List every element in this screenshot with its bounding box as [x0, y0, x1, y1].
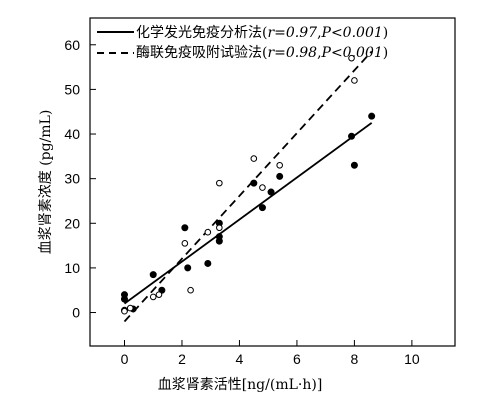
- x-axis-title: 血浆肾素活性[ng/(mL·h)]: [158, 377, 323, 393]
- x-tick-label: 2: [178, 351, 186, 367]
- x-tick-label: 6: [293, 351, 301, 367]
- y-tick-label: 10: [64, 260, 80, 276]
- data-point-series-1: [276, 172, 284, 180]
- y-tick-label: 50: [64, 81, 80, 97]
- data-point-series-2: [204, 228, 212, 236]
- legend: 化学发光免疫分析法(r=0.97,P<0.001) 酶联免疫吸附试验法(r=0.…: [97, 25, 388, 61]
- y-tick-label: 60: [64, 37, 80, 53]
- data-point-series-1: [149, 271, 157, 279]
- data-point-series-2: [155, 291, 163, 298]
- data-point-series-1: [120, 295, 128, 303]
- y-tick-label: 40: [64, 126, 80, 142]
- y-axis-title: 血浆肾素浓度 (pg/mL): [38, 110, 54, 255]
- data-point-series-1: [350, 161, 358, 169]
- data-point-series-1: [215, 237, 223, 245]
- y-tick-label: 20: [64, 215, 80, 231]
- fit-lines: [123, 50, 373, 323]
- data-point-series-2: [351, 77, 358, 84]
- x-tick-label: 8: [351, 351, 359, 367]
- data-point-series-1: [204, 259, 212, 267]
- data-point-series-2: [348, 54, 355, 62]
- fit-line-series-1: [123, 122, 373, 305]
- x-tick-label: 0: [121, 351, 129, 367]
- fit-line-series-2: [123, 50, 373, 323]
- data-point-series-2: [149, 293, 157, 301]
- data-point-series-2: [276, 161, 283, 169]
- data-point-series-2: [250, 155, 258, 162]
- data-point-series-2: [121, 307, 128, 315]
- y-tick-label: 30: [64, 171, 80, 187]
- data-point-series-1: [267, 188, 275, 196]
- data-point-series-1: [348, 132, 356, 140]
- x-tick-label: 10: [404, 351, 420, 367]
- data-point-series-1: [258, 204, 266, 212]
- data-point-series-2: [259, 184, 266, 191]
- data-point-series-2: [126, 304, 134, 312]
- data-point-series-1: [368, 112, 376, 120]
- data-point-series-2: [187, 286, 194, 294]
- data-point-series-2: [181, 240, 189, 247]
- y-tick-label: 0: [72, 305, 80, 321]
- data-points: [120, 54, 376, 315]
- legend-label-series-1: 化学发光免疫分析法(r=0.97,P<0.001): [136, 25, 388, 41]
- plot-frame: [89, 17, 456, 347]
- data-point-series-2: [216, 179, 223, 187]
- data-point-series-1: [250, 179, 258, 187]
- x-tick-label: 4: [236, 351, 244, 367]
- data-point-series-2: [216, 224, 223, 232]
- legend-label-series-2: 酶联免疫吸附试验法(r=0.98,P<0.001): [136, 45, 388, 61]
- tick-group: 0 2 4 6 8 10 0 10 20 30 40 50 60: [64, 37, 419, 367]
- data-point-series-1: [184, 264, 192, 272]
- data-point-series-1: [181, 224, 189, 232]
